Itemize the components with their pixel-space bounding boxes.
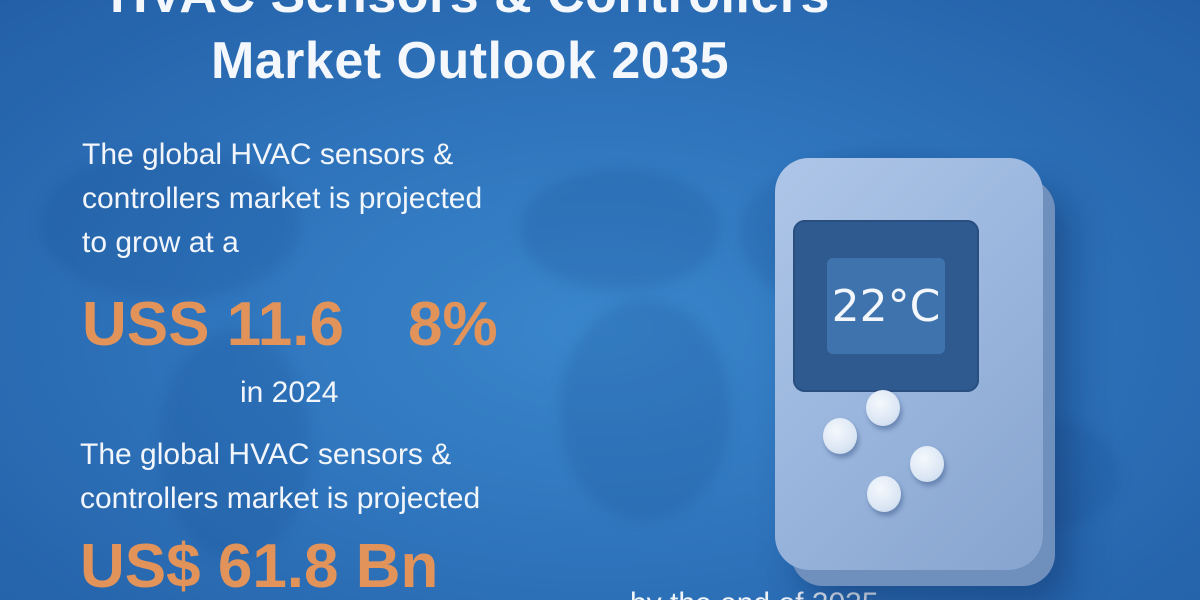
intro-line-1: The global HVAC sensors & bbox=[82, 138, 454, 171]
temperature-readout: 22°C bbox=[831, 280, 941, 332]
thermostat-display: 22°C bbox=[827, 258, 945, 354]
second-line-2: controllers market is projected bbox=[80, 482, 481, 515]
thermostat-button-down bbox=[867, 476, 901, 512]
thermostat-screen: 22°C bbox=[793, 220, 979, 392]
intro-line-2: controllers market is projected bbox=[82, 182, 483, 215]
thermostat-button-up bbox=[866, 390, 900, 426]
growth-rate: 8% bbox=[408, 290, 498, 359]
second-line-1: The global HVAC sensors & bbox=[80, 438, 452, 471]
page-title-line-2: Market Outlook 2035 bbox=[210, 32, 730, 90]
thermostat-button-left bbox=[823, 418, 857, 454]
second-paragraph: The global HVAC sensors & controllers ma… bbox=[80, 433, 600, 521]
year-2035-label: by the end of 2035 bbox=[630, 586, 879, 600]
year-2024-label: in 2024 bbox=[240, 376, 339, 409]
thermostat-button-right bbox=[910, 446, 944, 482]
market-value-2035: US$ 61.8 Bn bbox=[80, 532, 439, 600]
intro-line-3: to grow at a bbox=[82, 226, 239, 259]
page-title-line-1: HVAC Sensors & Controllers bbox=[0, 0, 940, 24]
intro-paragraph: The global HVAC sensors & controllers ma… bbox=[82, 133, 602, 265]
thermostat-icon: 22°C bbox=[775, 158, 1043, 570]
market-value-2024: USS 11.6 bbox=[82, 290, 344, 359]
